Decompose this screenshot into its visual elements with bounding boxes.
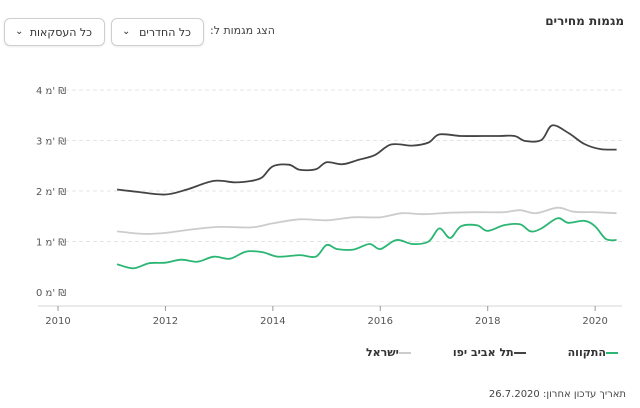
- y-tick-label: 4 מ' ₪: [36, 86, 66, 97]
- y-tick-label: 2 מ' ₪: [36, 187, 66, 198]
- legend-item-israel[interactable]: ישראל: [366, 346, 417, 359]
- legend-item-hatikva[interactable]: התקווה: [568, 346, 624, 359]
- show-trends-label: הצג מגמות ל:: [210, 24, 275, 37]
- y-tick-label: 0 מ' ₪: [36, 288, 66, 299]
- x-tick-label: 2010: [45, 316, 70, 327]
- deals-filter-value: כל העסקאות: [29, 25, 92, 39]
- legend-item-tel-aviv[interactable]: תל אביב יפו: [453, 346, 532, 359]
- last-updated-label: תאריך עדכון אחרון:: [542, 389, 626, 400]
- series-line-hatikva: [116, 217, 617, 270]
- deals-filter-dropdown[interactable]: כל העסקאות ⌄: [4, 18, 105, 46]
- x-tick-label: 2014: [260, 316, 285, 327]
- last-updated-date: 26.7.2020: [488, 389, 540, 400]
- x-tick-label: 2016: [368, 316, 393, 327]
- legend-label: התקווה: [567, 346, 606, 359]
- x-tick-label: 2018: [475, 316, 500, 327]
- x-tick-label: 2020: [582, 316, 607, 327]
- series-line-tel-aviv: [117, 124, 617, 196]
- legend-swatch: [513, 351, 526, 354]
- legend-label: ישראל: [366, 346, 399, 359]
- chevron-down-icon: ⌄: [122, 26, 131, 37]
- chart-legend: התקווה תל אביב יפו ישראל: [330, 346, 624, 359]
- x-tick-label: 2012: [153, 316, 178, 327]
- last-updated: תאריך עדכון אחרון: 26.7.2020: [489, 389, 626, 400]
- chevron-down-icon: ⌄: [15, 26, 24, 37]
- rooms-filter-dropdown[interactable]: כל החדרים ⌄: [111, 18, 204, 46]
- y-tick-label: 1 מ' ₪: [36, 238, 66, 249]
- price-trends-chart: 0 מ' ₪ 1 מ' ₪ 2 מ' ₪ 3 מ' ₪ 4 מ' ₪ 2010 2012 20…: [36, 86, 622, 327]
- rooms-filter-value: כל החדרים: [139, 25, 191, 39]
- series-line-israel: [117, 206, 617, 235]
- legend-label: תל אביב יפו: [452, 346, 514, 359]
- page-title: מגמות מחירים: [545, 14, 624, 28]
- legend-swatch: [605, 351, 618, 354]
- legend-swatch: [398, 351, 411, 354]
- y-tick-label: 3 מ' ₪: [36, 137, 66, 148]
